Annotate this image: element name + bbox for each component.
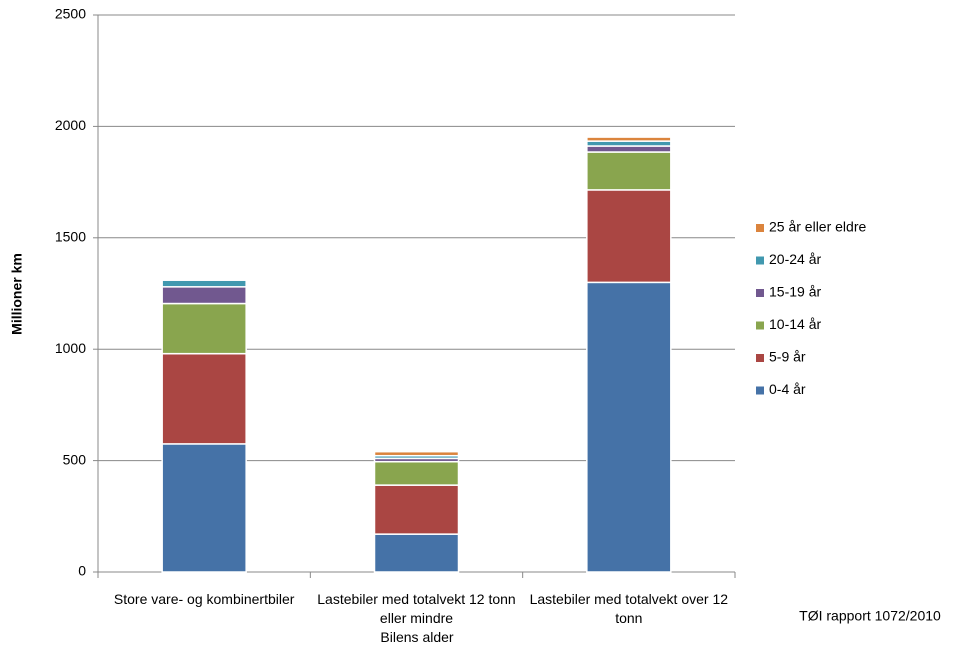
legend-swatch <box>756 321 764 330</box>
bar-segment <box>586 189 672 284</box>
y-axis-title: Millioner km <box>9 253 25 335</box>
bar-segment <box>161 352 247 445</box>
bar-segment <box>161 302 247 355</box>
x-axis-title: Bilens alder <box>380 629 454 645</box>
bar-segment <box>373 460 460 486</box>
legend-swatch <box>756 354 764 362</box>
bar-segment <box>373 484 460 535</box>
bar-segment <box>586 145 672 153</box>
bar-segment <box>586 151 672 191</box>
bar-segment <box>161 443 247 573</box>
legend-label: 15-19 år <box>769 284 821 300</box>
legend-label: 10-14 år <box>769 316 821 332</box>
source: TØI rapport 1072/2010 <box>799 608 941 624</box>
y-tick-label: 2500 <box>55 6 86 22</box>
legend-label: 25 år eller eldre <box>769 219 866 235</box>
legend-swatch <box>756 386 764 395</box>
bar-segment <box>161 279 247 288</box>
legend-swatch <box>756 289 764 297</box>
legend-swatch <box>756 224 764 232</box>
x-tick-label: Lastebiler med totalvekt 12 tonn eller m… <box>317 591 516 626</box>
bar-segment <box>586 281 672 573</box>
legend-swatch <box>756 256 764 265</box>
legend-label: 20-24 år <box>769 251 821 267</box>
y-tick-label: 500 <box>63 451 87 467</box>
legend-label: 5-9 år <box>769 349 806 365</box>
y-tick-label: 0 <box>78 563 86 579</box>
bar-segment <box>586 136 672 142</box>
bar-segment <box>161 278 247 281</box>
y-tick-label: 1500 <box>55 229 86 245</box>
bar-segment <box>161 286 247 305</box>
bar-segment <box>373 533 460 573</box>
x-tick-label: Lastebiler med totalvekt over 12 tonn <box>529 591 729 626</box>
y-tick-label: 1000 <box>55 340 86 356</box>
legend-label: 0-4 år <box>769 381 806 397</box>
x-tick-label: Store vare- og kombinertbiler <box>113 591 295 607</box>
bar-segment <box>373 450 460 457</box>
y-tick-label: 2000 <box>55 117 86 133</box>
